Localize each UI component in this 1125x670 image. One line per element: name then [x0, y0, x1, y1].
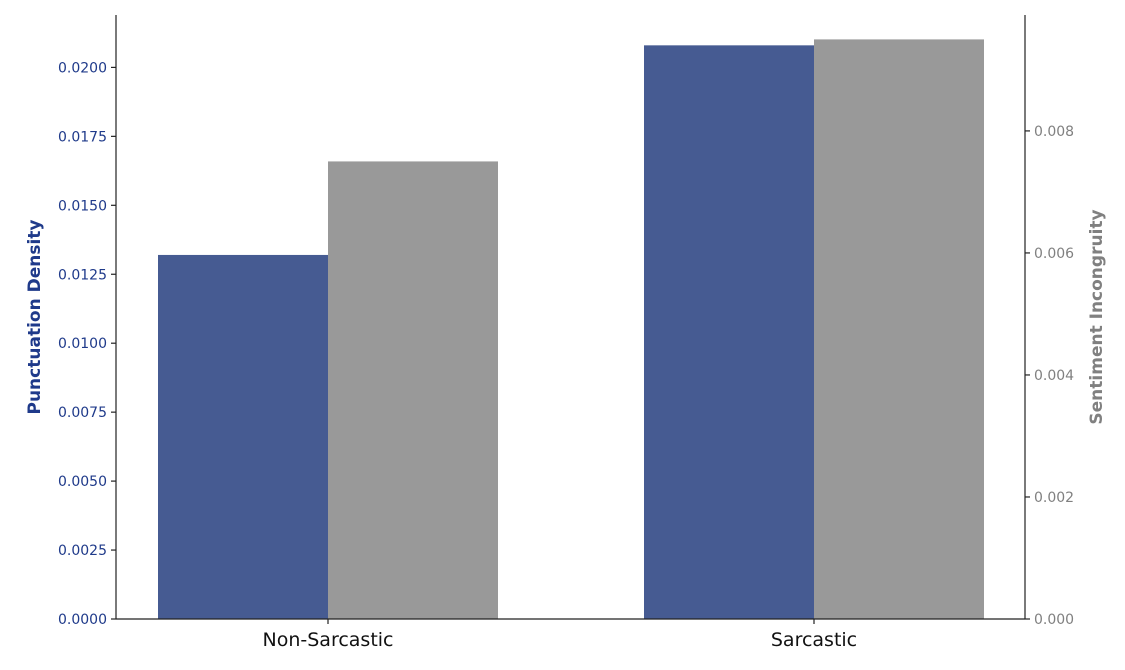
- left-tick-label: 0.0025: [58, 543, 107, 559]
- category-labels: Non-Sarcastic Sarcastic: [263, 619, 857, 651]
- left-tick-label: 0.0100: [58, 336, 107, 352]
- left-tick-label: 0.0200: [58, 60, 107, 76]
- right-tick-label: 0.000: [1034, 612, 1074, 628]
- left-tick-label: 0.0000: [58, 612, 107, 628]
- category-label: Non-Sarcastic: [263, 629, 394, 651]
- left-tick-label: 0.0175: [58, 129, 107, 145]
- category-label: Sarcastic: [771, 629, 857, 651]
- right-tick-label: 0.002: [1034, 490, 1074, 506]
- bars-group: [158, 39, 984, 620]
- bar-punctuation-0: [158, 254, 328, 620]
- left-tick-label: 0.0050: [58, 474, 107, 490]
- bar-punctuation-1: [644, 45, 814, 620]
- bar-sentiment-1: [814, 39, 984, 619]
- bar-sentiment-0: [328, 161, 498, 619]
- left-axis-ticks: 0.0000 0.0025 0.0050 0.0075 0.0100 0.0125 0.01…: [58, 60, 116, 628]
- left-tick-label: 0.0150: [58, 198, 107, 214]
- right-axis-ticks: 0.000 0.002 0.004 0.006 0.008: [1025, 124, 1074, 628]
- left-axis-title: Punctuation Density: [25, 220, 45, 415]
- right-tick-label: 0.004: [1034, 368, 1074, 384]
- right-tick-label: 0.006: [1034, 246, 1074, 262]
- right-tick-label: 0.008: [1034, 124, 1074, 140]
- left-tick-label: 0.0125: [58, 267, 107, 283]
- right-axis-title: Sentiment Incongruity: [1087, 209, 1107, 424]
- left-tick-label: 0.0075: [58, 405, 107, 421]
